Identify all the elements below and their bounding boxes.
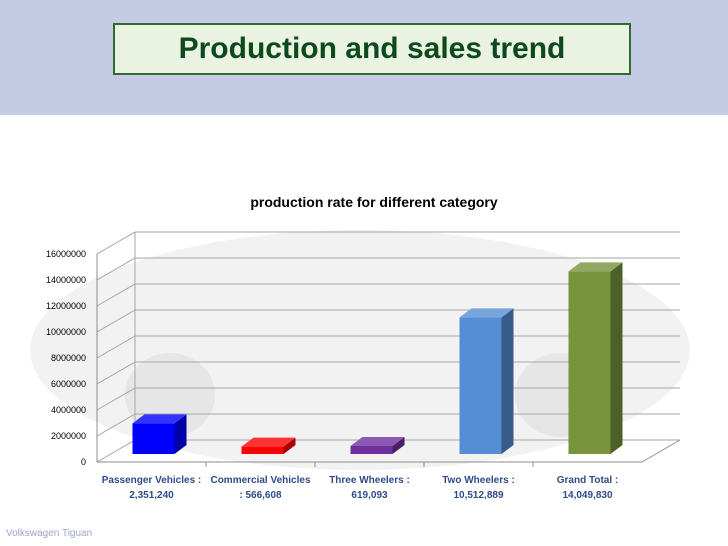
y-tick-label: 14000000 — [46, 275, 86, 285]
bar-front — [568, 271, 611, 454]
side-gridline — [96, 439, 136, 463]
x-tick-label: Commercial Vehicles — [210, 475, 310, 486]
bar — [350, 436, 405, 454]
bar-top — [459, 308, 514, 318]
bar — [568, 262, 623, 454]
x-tick-label: 14,049,830 — [562, 490, 612, 501]
side-gridline — [96, 231, 136, 255]
chart-title: production rate for different category — [250, 194, 498, 210]
bar-top — [241, 437, 296, 447]
bar-chart: production rate for different category 0 2… — [30, 194, 690, 501]
bar-side — [174, 414, 187, 454]
side-gridline — [96, 309, 136, 333]
x-tick-label: Grand Total : — [557, 475, 618, 486]
bar-side — [501, 308, 514, 454]
bar — [459, 308, 514, 454]
chart-slide: production rate for different category 0 2… — [0, 115, 728, 546]
bar-front — [350, 445, 393, 454]
bar-top — [350, 436, 405, 446]
slide-title: Production and sales trend — [178, 32, 566, 65]
y-tick-label: 16000000 — [46, 249, 86, 259]
side-gridline — [96, 283, 136, 307]
y-tick-label: 0 — [81, 457, 86, 467]
y-tick-label: 4000000 — [51, 405, 86, 415]
bar — [132, 414, 187, 454]
y-tick-label: 10000000 — [46, 327, 86, 337]
y-tick-label: 6000000 — [51, 379, 86, 389]
floor-edge — [641, 439, 681, 463]
bar-front — [132, 423, 175, 454]
x-tick-label: 10,512,889 — [453, 490, 503, 501]
x-tick-label: Passenger Vehicles : — [102, 475, 202, 486]
y-tick-label: 12000000 — [46, 301, 86, 311]
x-tick-label: : 566,608 — [239, 490, 282, 501]
x-tick-label: Three Wheelers : — [329, 475, 410, 486]
side-gridline — [96, 361, 136, 385]
side-gridline — [96, 413, 136, 437]
footer-caption: Volkswagen Tiguan — [6, 528, 93, 539]
side-gridline — [96, 335, 136, 359]
x-tick-label: 2,351,240 — [129, 490, 174, 501]
bar-front — [241, 446, 284, 454]
title-box: Production and sales trend — [113, 23, 631, 75]
y-tick-label: 2000000 — [51, 431, 86, 441]
side-gridline — [96, 387, 136, 411]
x-tick-label: 619,093 — [351, 490, 388, 501]
bar-front — [459, 317, 502, 454]
bar-top — [132, 414, 187, 424]
bar-side — [283, 437, 296, 454]
side-gridline — [96, 257, 136, 281]
y-tick-label: 8000000 — [51, 353, 86, 363]
x-tick-label: Two Wheelers : — [442, 475, 515, 486]
bar — [241, 437, 296, 454]
bar-top — [568, 262, 623, 272]
bar-side — [610, 262, 623, 454]
bar-side — [392, 436, 405, 454]
